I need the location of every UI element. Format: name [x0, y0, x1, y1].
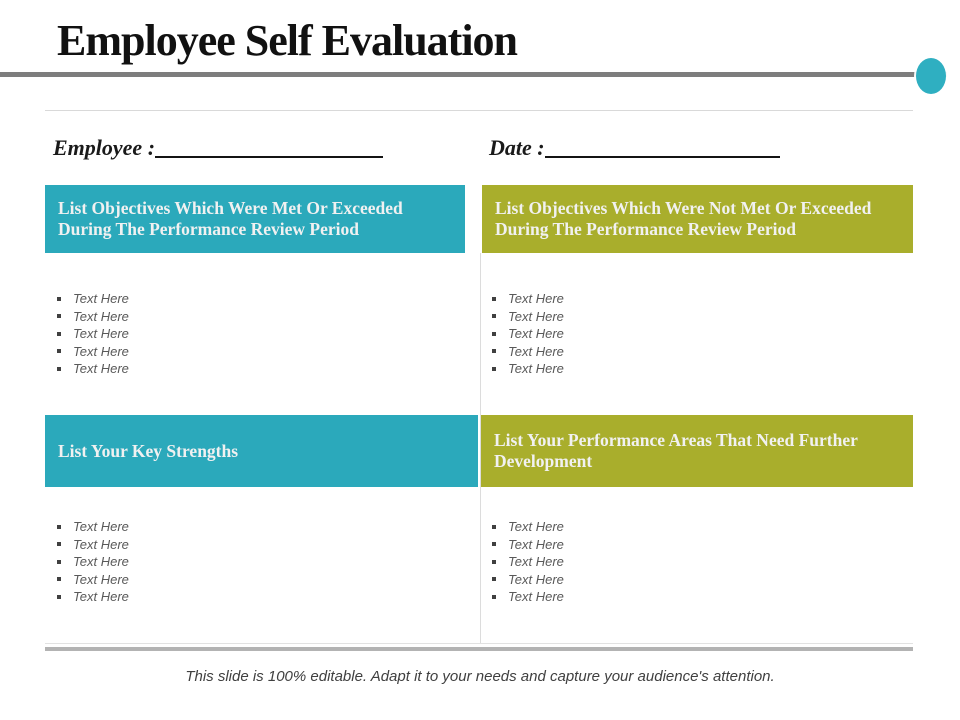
- column-divider: [480, 253, 481, 643]
- section-header-objectives-not-met: List Objectives Which Were Not Met Or Ex…: [482, 185, 913, 253]
- bullet-square-icon: [492, 366, 496, 371]
- list-item-text: Text Here: [73, 361, 129, 377]
- list-item-text: Text Here: [508, 554, 564, 570]
- list-item: Text Here: [492, 325, 564, 343]
- list-item-text: Text Here: [73, 536, 129, 552]
- bullet-square-icon: [492, 296, 496, 301]
- bullet-square-icon: [492, 577, 496, 582]
- list-item: Text Here: [57, 290, 129, 308]
- employee-field: Employee :: [53, 135, 384, 161]
- section-header-key-strengths: List Your Key Strengths: [45, 415, 478, 487]
- bullet-list-objectives-met: Text Here Text Here Text Here Text Here Text…: [57, 290, 129, 378]
- bullet-square-icon: [57, 594, 61, 599]
- list-item-text: Text Here: [508, 519, 564, 535]
- list-item: Text Here: [57, 536, 129, 554]
- list-item: Text Here: [492, 343, 564, 361]
- bullet-square-icon: [57, 331, 61, 336]
- bullet-square-icon: [492, 314, 496, 319]
- list-item: Text Here: [492, 360, 564, 378]
- list-item-text: Text Here: [73, 554, 129, 570]
- list-item: Text Here: [57, 360, 129, 378]
- list-item-text: Text Here: [508, 291, 564, 307]
- bullet-list-objectives-not-met: Text Here Text Here Text Here Text Here Text…: [492, 290, 564, 378]
- list-item: Text Here: [492, 290, 564, 308]
- list-item: Text Here: [492, 553, 564, 571]
- list-item-text: Text Here: [73, 291, 129, 307]
- employee-label: Employee :: [53, 135, 156, 160]
- bullet-square-icon: [57, 366, 61, 371]
- list-item: Text Here: [57, 518, 129, 536]
- list-item-text: Text Here: [73, 589, 129, 605]
- list-item: Text Here: [492, 536, 564, 554]
- bullet-square-icon: [492, 559, 496, 564]
- list-item-text: Text Here: [508, 571, 564, 587]
- list-item: Text Here: [492, 588, 564, 606]
- bullet-square-icon: [492, 524, 496, 529]
- bullet-square-icon: [57, 314, 61, 319]
- bullet-list-development-areas: Text Here Text Here Text Here Text Here Text…: [492, 518, 564, 606]
- date-blank-line: [544, 140, 780, 158]
- section-header-development-areas: List Your Performance Areas That Need Fu…: [481, 415, 913, 487]
- list-item: Text Here: [57, 571, 129, 589]
- bullet-square-icon: [57, 559, 61, 564]
- bullet-square-icon: [492, 594, 496, 599]
- list-item-text: Text Here: [508, 326, 564, 342]
- page-title: Employee Self Evaluation: [57, 16, 518, 65]
- list-item-text: Text Here: [508, 343, 564, 359]
- section-header-objectives-met: List Objectives Which Were Met Or Exceed…: [45, 185, 465, 253]
- list-item: Text Here: [57, 325, 129, 343]
- content-bottom-rule: [45, 647, 913, 651]
- bullet-square-icon: [492, 331, 496, 336]
- list-item-text: Text Here: [73, 326, 129, 342]
- list-item-text: Text Here: [73, 571, 129, 587]
- list-item-text: Text Here: [508, 361, 564, 377]
- list-item: Text Here: [57, 553, 129, 571]
- date-field: Date :: [489, 135, 780, 161]
- footer-note: This slide is 100% editable. Adapt it to…: [185, 668, 775, 685]
- bullet-square-icon: [492, 542, 496, 547]
- list-item: Text Here: [492, 571, 564, 589]
- list-item-text: Text Here: [73, 519, 129, 535]
- list-item-text: Text Here: [508, 536, 564, 552]
- title-divider: [0, 72, 947, 77]
- table-bottom-rule: [45, 643, 913, 644]
- date-label: Date :: [489, 135, 545, 160]
- list-item-text: Text Here: [508, 308, 564, 324]
- bullet-square-icon: [492, 349, 496, 354]
- bullet-square-icon: [57, 296, 61, 301]
- list-item-text: Text Here: [73, 308, 129, 324]
- list-item-text: Text Here: [73, 343, 129, 359]
- list-item: Text Here: [492, 518, 564, 536]
- bullet-list-key-strengths: Text Here Text Here Text Here Text Here Text…: [57, 518, 129, 606]
- accent-circle-icon: [916, 58, 946, 94]
- list-item: Text Here: [57, 343, 129, 361]
- list-item: Text Here: [57, 588, 129, 606]
- list-item: Text Here: [492, 308, 564, 326]
- bullet-square-icon: [57, 577, 61, 582]
- bullet-square-icon: [57, 542, 61, 547]
- bullet-square-icon: [57, 524, 61, 529]
- employee-blank-line: [155, 140, 384, 158]
- content-top-rule: [45, 110, 913, 111]
- list-item-text: Text Here: [508, 589, 564, 605]
- bullet-square-icon: [57, 349, 61, 354]
- list-item: Text Here: [57, 308, 129, 326]
